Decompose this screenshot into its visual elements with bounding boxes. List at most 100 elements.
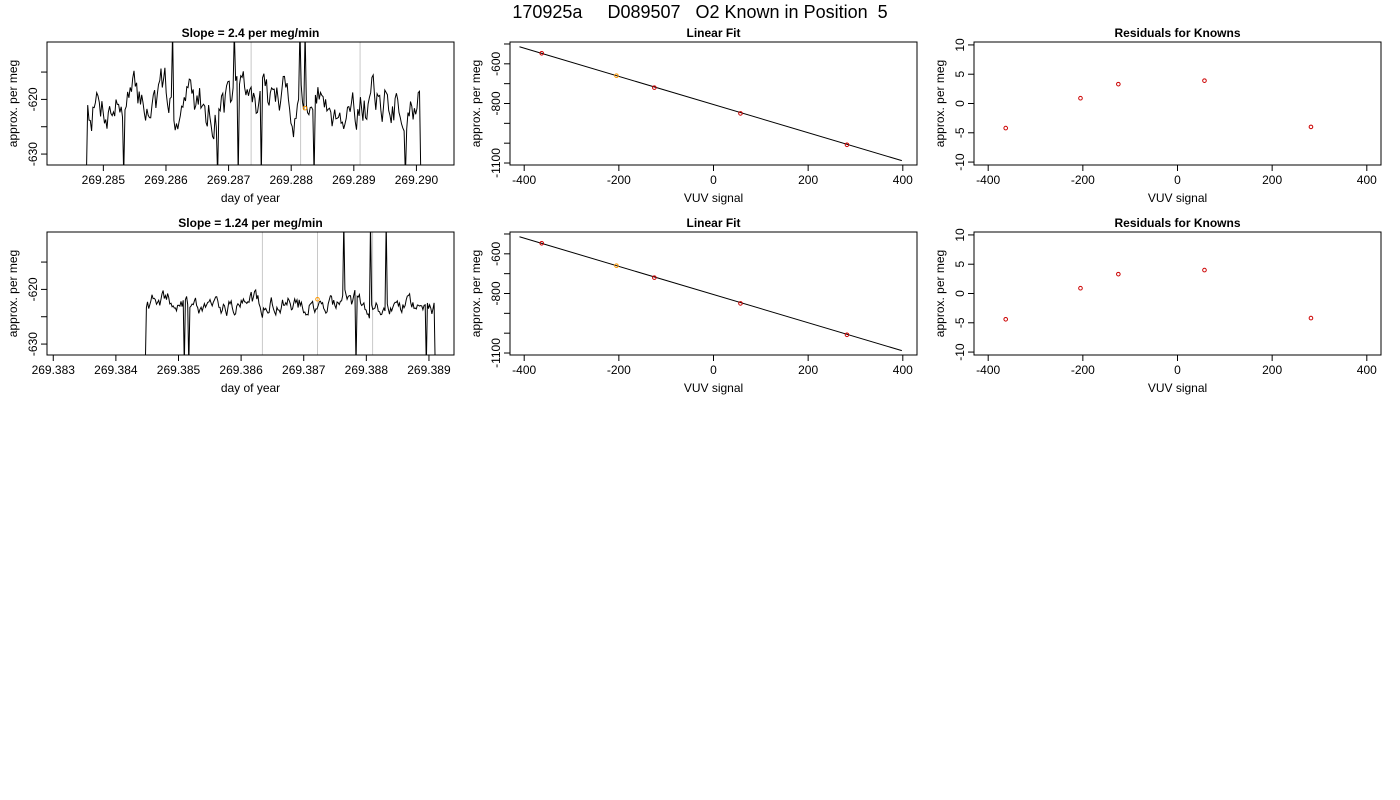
data-point — [614, 73, 619, 79]
x-tick-label: -400 — [512, 173, 536, 187]
x-axis-label: VUV signal — [684, 191, 743, 205]
plot-area — [145, 232, 436, 355]
y-tick-label: -600 — [489, 51, 503, 75]
y-tick-label: -620 — [26, 277, 40, 301]
y-tick-label: -5 — [953, 127, 967, 138]
data-point — [614, 263, 619, 269]
x-tick-label: 400 — [893, 173, 913, 187]
data-point — [1078, 95, 1083, 101]
x-tick-label: 269.288 — [270, 173, 314, 187]
y-tick-label: -800 — [489, 281, 503, 305]
data-point — [652, 85, 657, 90]
chart-panel-1: Slope = 2.4 per meg/min day of year approx… — [6, 26, 455, 205]
fit-line — [519, 236, 902, 352]
y-tick-label: 5 — [953, 71, 967, 78]
x-tick-label: 0 — [1174, 363, 1181, 377]
data-point — [1202, 78, 1207, 83]
chart-panel-3: Residuals for Knowns VUV signal approx. pe… — [933, 26, 1382, 205]
y-axis-label: approx. per meg — [933, 60, 947, 147]
y-axis-label: approx. per meg — [469, 60, 483, 147]
x-tick-label: 269.386 — [219, 363, 263, 377]
x-tick-label: 269.287 — [207, 173, 251, 187]
x-tick-label: 269.290 — [395, 173, 439, 187]
x-tick-label: 400 — [893, 363, 913, 377]
x-axis-label: day of year — [221, 191, 280, 205]
x-axis-label: VUV signal — [1148, 191, 1207, 205]
plot-area — [1003, 267, 1314, 322]
series-line — [145, 232, 436, 355]
data-point — [1202, 267, 1207, 273]
y-tick-label: 5 — [953, 261, 967, 268]
x-tick-label: 269.383 — [32, 363, 76, 377]
chart-panel-6: Residuals for Knowns VUV signal approx. pe… — [933, 216, 1382, 395]
y-tick-label: -620 — [26, 87, 40, 111]
x-tick-label: -400 — [512, 363, 536, 377]
plot-frame — [973, 231, 1382, 356]
y-tick-label: -10 — [953, 153, 967, 171]
x-tick-label: 200 — [1262, 173, 1282, 187]
data-point — [539, 241, 545, 246]
x-tick-label: 269.289 — [332, 173, 376, 187]
x-axis-label: VUV signal — [1148, 381, 1207, 395]
data-point — [738, 301, 743, 306]
panel-title: Linear Fit — [686, 26, 740, 40]
x-tick-label: 0 — [710, 363, 717, 377]
data-point — [844, 142, 850, 148]
y-tick-label: -1100 — [489, 148, 503, 178]
data-point — [652, 275, 657, 280]
x-tick-label: 0 — [710, 173, 717, 187]
plot-area — [519, 236, 902, 352]
plot-area — [1003, 78, 1314, 131]
x-tick-label: 200 — [798, 363, 818, 377]
x-tick-label: 269.388 — [345, 363, 389, 377]
x-tick-label: -400 — [976, 173, 1000, 187]
y-tick-label: -5 — [953, 317, 967, 328]
x-tick-label: 269.387 — [282, 363, 326, 377]
y-tick-label: -630 — [26, 142, 40, 166]
x-tick-label: -200 — [1071, 173, 1095, 187]
data-point — [1003, 125, 1009, 131]
y-axis-label: approx. per meg — [6, 60, 20, 147]
x-tick-label: 269.286 — [144, 173, 188, 187]
y-tick-label: 0 — [953, 100, 967, 107]
y-tick-label: -600 — [489, 241, 503, 265]
x-tick-label: -200 — [607, 173, 631, 187]
x-tick-label: 0 — [1174, 173, 1181, 187]
data-point — [539, 51, 545, 56]
x-tick-label: -400 — [976, 363, 1000, 377]
x-tick-label: 269.285 — [82, 173, 126, 187]
panel-title: Slope = 2.4 per meg/min — [182, 26, 320, 40]
x-tick-label: 200 — [1262, 363, 1282, 377]
x-axis-label: day of year — [221, 381, 280, 395]
figure-title: 170925a D089507 O2 Known in Position 5 — [512, 2, 888, 22]
fit-line — [519, 46, 902, 162]
chart-panel-4: Slope = 1.24 per meg/min day of year appro… — [6, 216, 455, 395]
y-tick-label: 10 — [953, 228, 967, 242]
data-point — [1308, 315, 1314, 321]
panel-title: Residuals for Knowns — [1114, 26, 1240, 40]
panel-title: Linear Fit — [686, 216, 740, 230]
plot-frame — [46, 41, 455, 166]
plot-frame — [973, 41, 1382, 166]
y-tick-label: 0 — [953, 290, 967, 297]
plot-frame — [509, 41, 918, 166]
x-tick-label: 400 — [1357, 363, 1377, 377]
y-tick-label: -630 — [26, 332, 40, 356]
y-axis-label: approx. per meg — [933, 250, 947, 337]
series-line — [86, 42, 422, 165]
data-point — [1078, 285, 1083, 291]
y-tick-label: -800 — [489, 91, 503, 115]
y-tick-label: -1100 — [489, 338, 503, 368]
panel-title: Slope = 1.24 per meg/min — [178, 216, 322, 230]
panel-title: Residuals for Knowns — [1114, 216, 1240, 230]
plot-area — [86, 42, 422, 165]
plot-frame — [509, 231, 918, 356]
x-tick-label: 200 — [798, 173, 818, 187]
data-point — [1116, 81, 1121, 87]
x-tick-label: -200 — [607, 363, 631, 377]
data-point — [1116, 271, 1121, 277]
y-axis-label: approx. per meg — [6, 250, 20, 337]
